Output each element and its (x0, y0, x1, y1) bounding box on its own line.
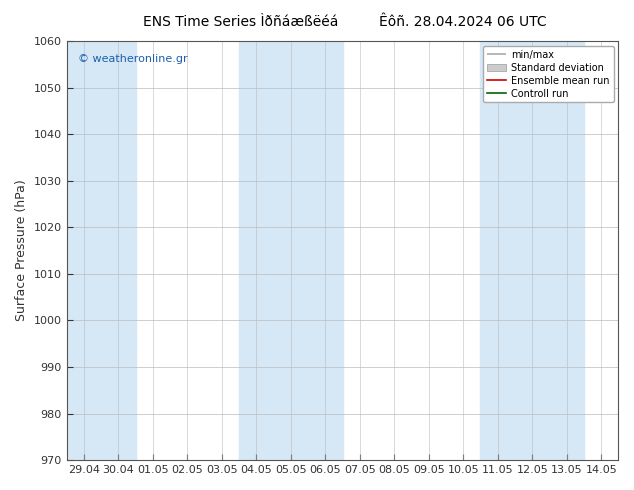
Bar (239, 41, 342, 460)
Y-axis label: Surface Pressure (hPa): Surface Pressure (hPa) (15, 180, 28, 321)
Text: ENS Time Series Ìðñáæßëéá: ENS Time Series Ìðñáæßëéá (143, 15, 339, 29)
Text: © weatheronline.gr: © weatheronline.gr (77, 53, 187, 64)
Legend: min/max, Standard deviation, Ensemble mean run, Controll run: min/max, Standard deviation, Ensemble me… (483, 46, 614, 102)
Bar (67, 41, 136, 460)
Bar (481, 41, 584, 460)
Text: Êôñ. 28.04.2024 06 UTC: Êôñ. 28.04.2024 06 UTC (379, 15, 547, 29)
